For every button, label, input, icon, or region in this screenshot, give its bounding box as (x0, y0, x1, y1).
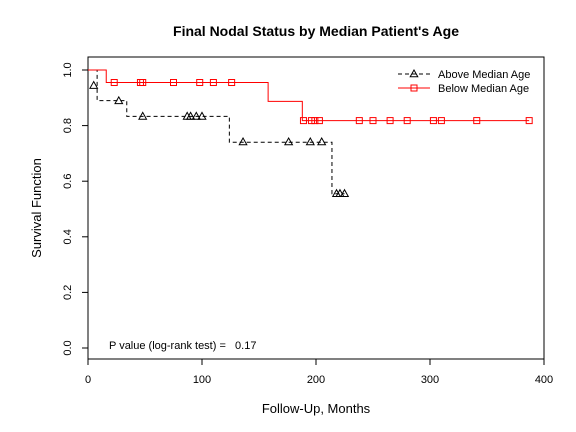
censor-marker (110, 79, 118, 87)
censor-marker (315, 117, 323, 125)
censor-marker (89, 80, 99, 89)
p-value-annotation: P value (log-rank test) = 0.17 (109, 340, 256, 352)
censor-marker (228, 79, 236, 87)
series-layer (88, 69, 533, 198)
censor-marker (317, 136, 327, 146)
x-tick-label: 200 (307, 374, 325, 386)
x-tick-label: 300 (421, 374, 439, 386)
chart-title: Final Nodal Status by Median Patient's A… (173, 23, 459, 39)
legend-label: Below Median Age (438, 83, 529, 95)
x-axis: 0 100 200 300 400 (85, 359, 553, 386)
x-tick-label: 0 (85, 374, 91, 386)
y-axis-title: Survival Function (29, 158, 44, 258)
censor-marker (525, 117, 533, 125)
censor-marker (299, 117, 307, 125)
x-tick-label: 100 (193, 374, 211, 386)
y-tick-label: 0.8 (62, 118, 74, 133)
y-tick-label: 0.0 (62, 340, 74, 355)
censor-marker (369, 117, 377, 125)
plot-frame (87, 56, 545, 360)
survival-curve (88, 69, 345, 195)
y-tick-label: 1.0 (62, 62, 74, 77)
legend-label: Above Median Age (438, 69, 530, 81)
censor-marker (335, 188, 345, 198)
censor-marker (473, 117, 481, 125)
censor-marker (339, 188, 350, 198)
censor-marker (386, 117, 394, 125)
censor-marker (403, 117, 411, 125)
censor-marker (355, 117, 363, 125)
censor-marker (170, 79, 177, 87)
y-tick-label: 0.4 (62, 229, 74, 244)
y-axis: 0.0 0.2 0.4 0.6 0.8 1.0 (62, 62, 88, 356)
censor-marker (238, 136, 248, 146)
censor-marker (429, 117, 437, 125)
series-below-median-age (88, 69, 533, 125)
x-axis-title: Follow-Up, Months (262, 401, 371, 416)
censor-marker (283, 136, 294, 146)
censor-marker (311, 117, 319, 125)
censor-marker (139, 79, 147, 87)
censor-marker (305, 136, 315, 146)
series-above-median-age (88, 69, 350, 198)
legend-marker (409, 68, 419, 78)
censor-marker (114, 95, 124, 105)
y-tick-label: 0.2 (62, 285, 74, 300)
legend: Above Median Age Below Median Age (398, 68, 530, 95)
censor-marker (196, 79, 204, 87)
censor-marker (191, 111, 201, 120)
censor-marker (197, 111, 207, 120)
legend-marker (410, 84, 418, 92)
censor-marker (209, 79, 217, 87)
x-tick-label: 400 (535, 374, 553, 386)
censor-marker (138, 111, 148, 120)
censor-marker (185, 111, 196, 120)
y-tick-label: 0.6 (62, 174, 74, 189)
censor-marker (437, 117, 445, 125)
